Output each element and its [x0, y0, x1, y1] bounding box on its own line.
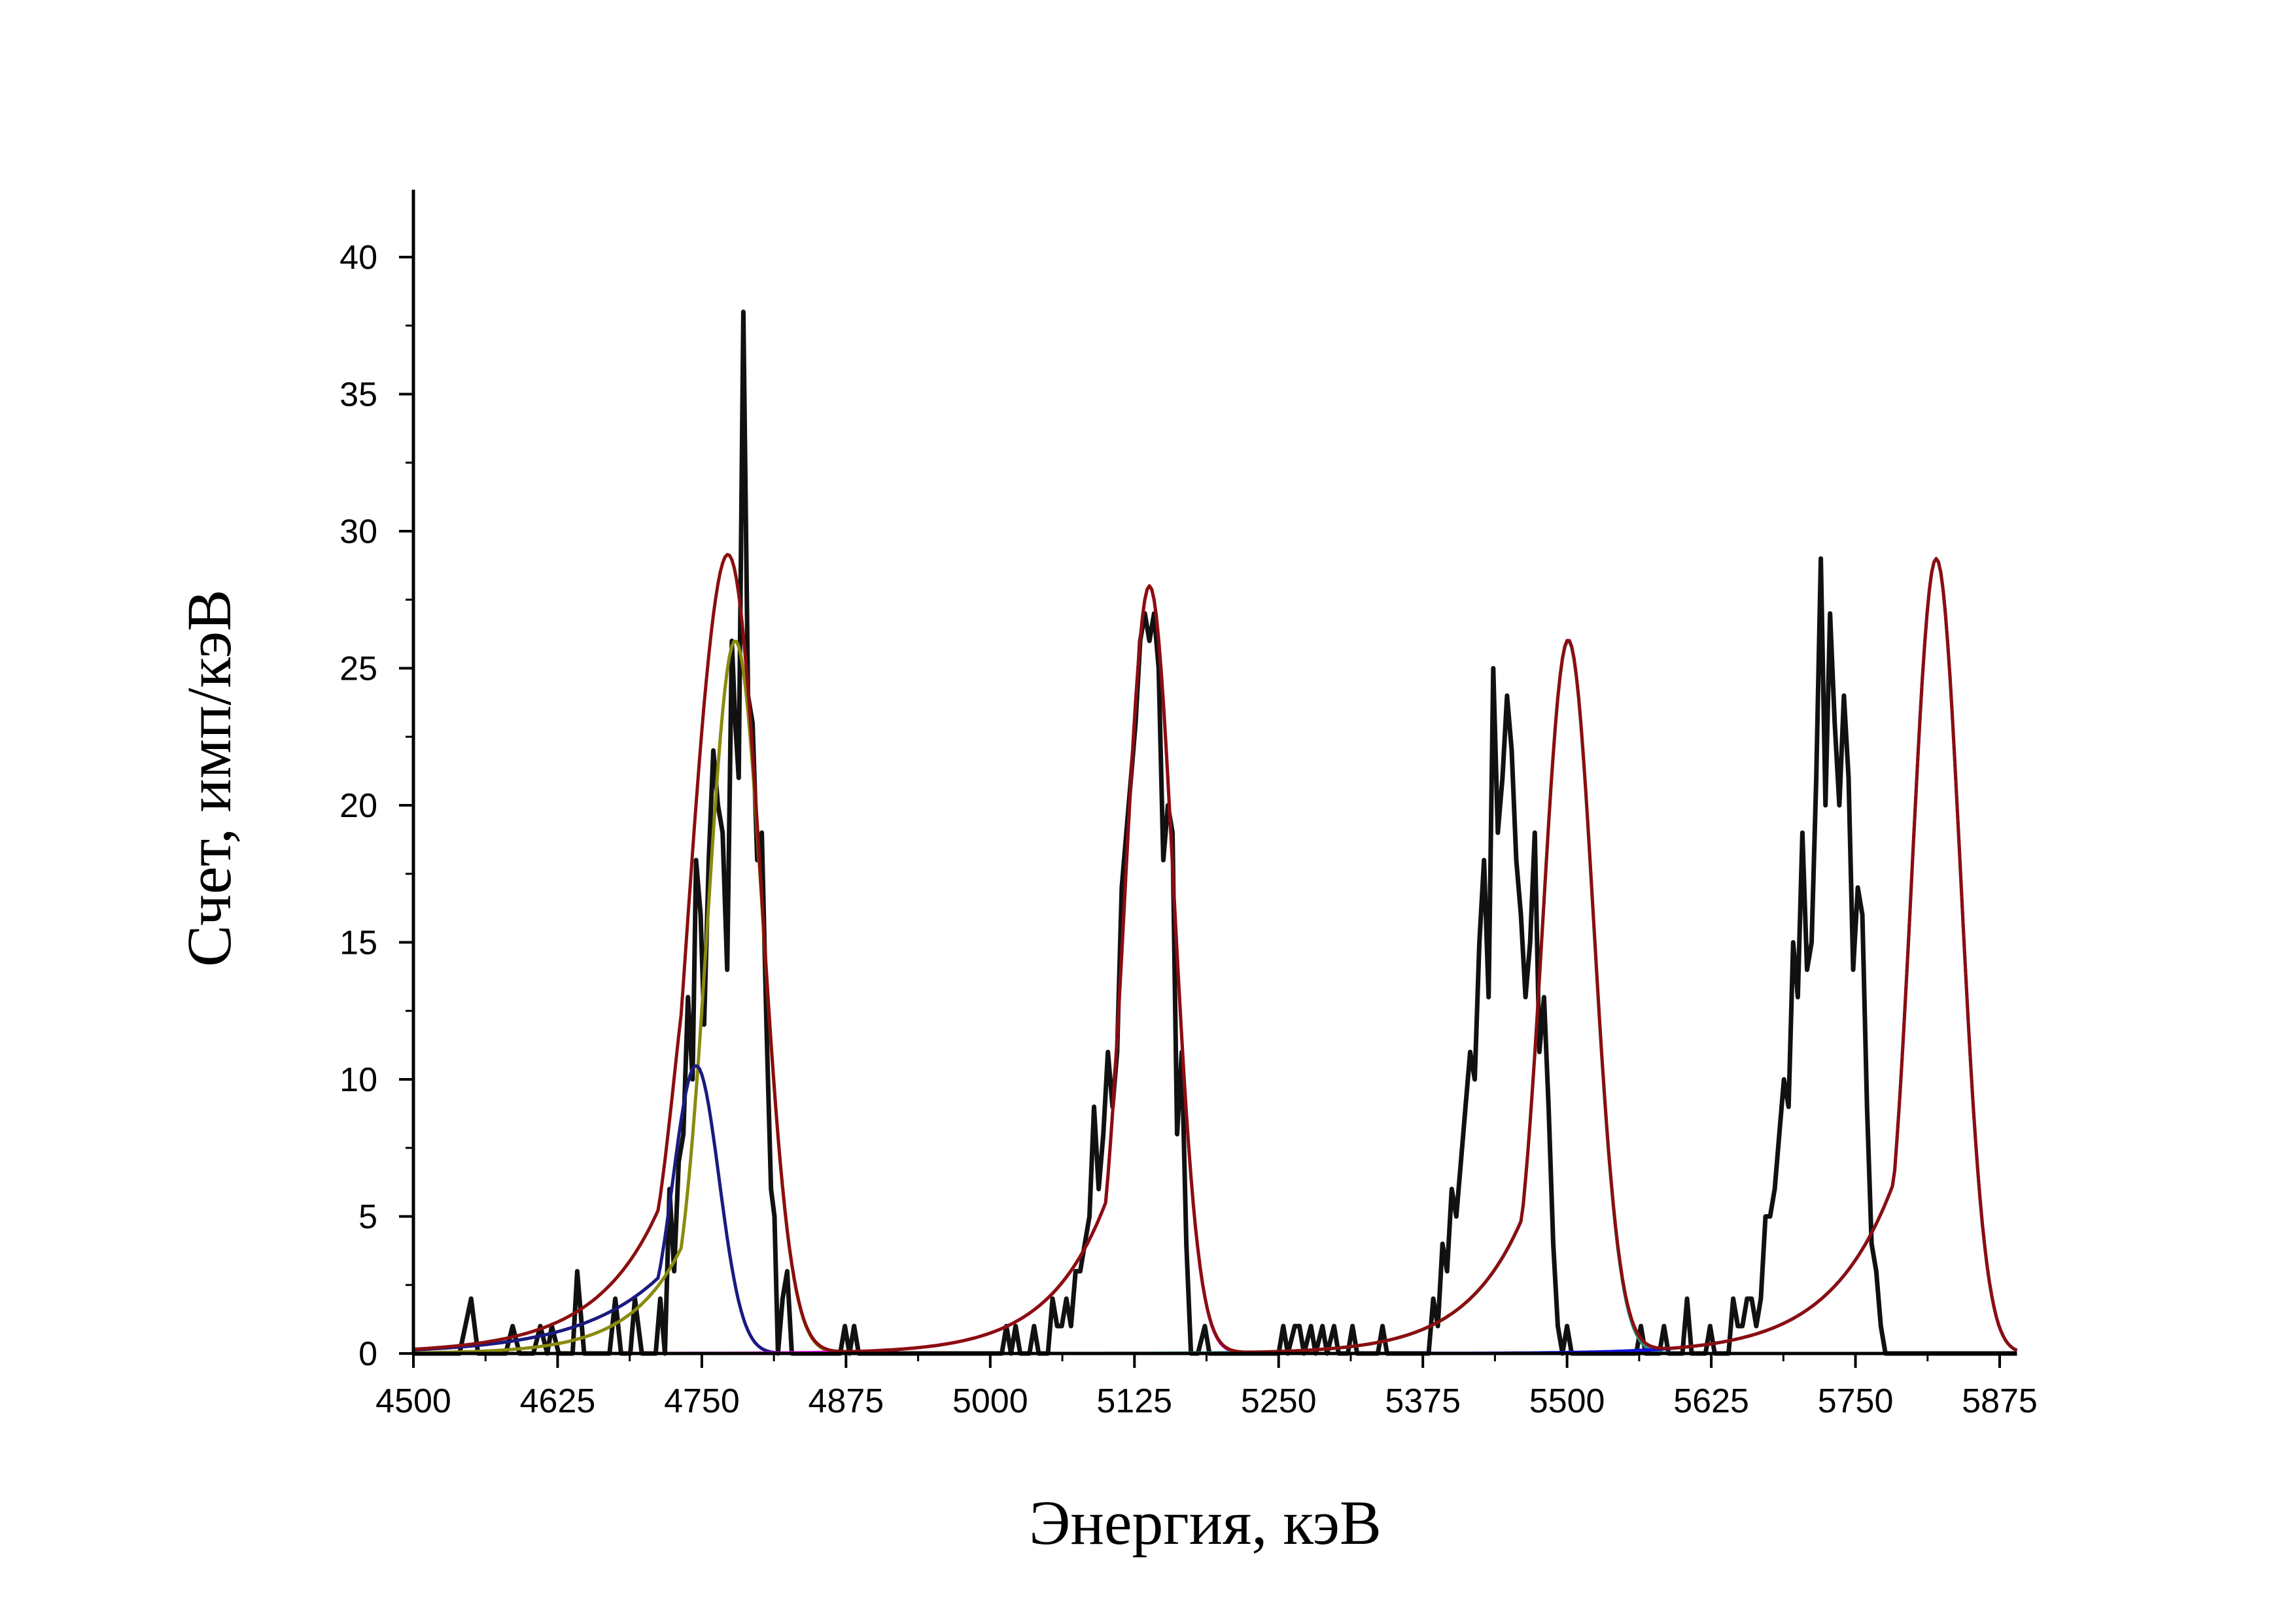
measured-spectrum-line	[413, 309, 2017, 1356]
plot-area	[413, 309, 2018, 1356]
x-tick-label: 4625	[520, 1382, 596, 1420]
fit-component-line-4	[413, 640, 2017, 1355]
x-tick-label: 5000	[952, 1382, 1028, 1420]
fit-component-line-1	[413, 640, 2017, 1355]
axes	[411, 190, 2017, 1355]
fit-component-line-3	[413, 584, 2017, 1355]
fit-component-line-2	[413, 1064, 2017, 1355]
y-tick-label: 40	[339, 239, 377, 277]
y-tick-label: 35	[339, 376, 377, 414]
x-tick-label: 5875	[1962, 1382, 2038, 1420]
x-tick-label: 4875	[809, 1382, 884, 1420]
x-tick-label: 5250	[1241, 1382, 1317, 1420]
y-tick-label: 25	[339, 650, 377, 688]
y-axis-ticks: 0 5 10 15 20 25 30 35 40	[339, 239, 413, 1373]
x-tick-label: 5125	[1096, 1382, 1172, 1420]
y-tick-label: 15	[339, 924, 377, 962]
y-tick-label: 30	[339, 513, 377, 551]
y-axis-title: Счет, имп/кэВ	[174, 589, 244, 967]
x-axis-title: Энергия, кэВ	[1029, 1488, 1382, 1558]
x-axis-ticks: 4500 4625 4750 4875 5000 5125 5250 5375 5500 5625…	[375, 1353, 2038, 1420]
x-tick-label: 5625	[1673, 1382, 1749, 1420]
y-tick-label: 20	[339, 787, 377, 825]
x-tick-label: 4500	[375, 1382, 451, 1420]
y-tick-label: 10	[339, 1061, 377, 1099]
x-tick-label: 5500	[1529, 1382, 1605, 1420]
fit-component-line-5	[413, 557, 2018, 1355]
y-tick-label: 0	[358, 1335, 377, 1373]
x-tick-label: 4750	[664, 1382, 740, 1420]
y-tick-label: 5	[358, 1198, 377, 1236]
x-tick-label: 5375	[1385, 1382, 1461, 1420]
fit-sum-line	[413, 553, 2018, 1354]
x-tick-label: 5750	[1818, 1382, 1894, 1420]
